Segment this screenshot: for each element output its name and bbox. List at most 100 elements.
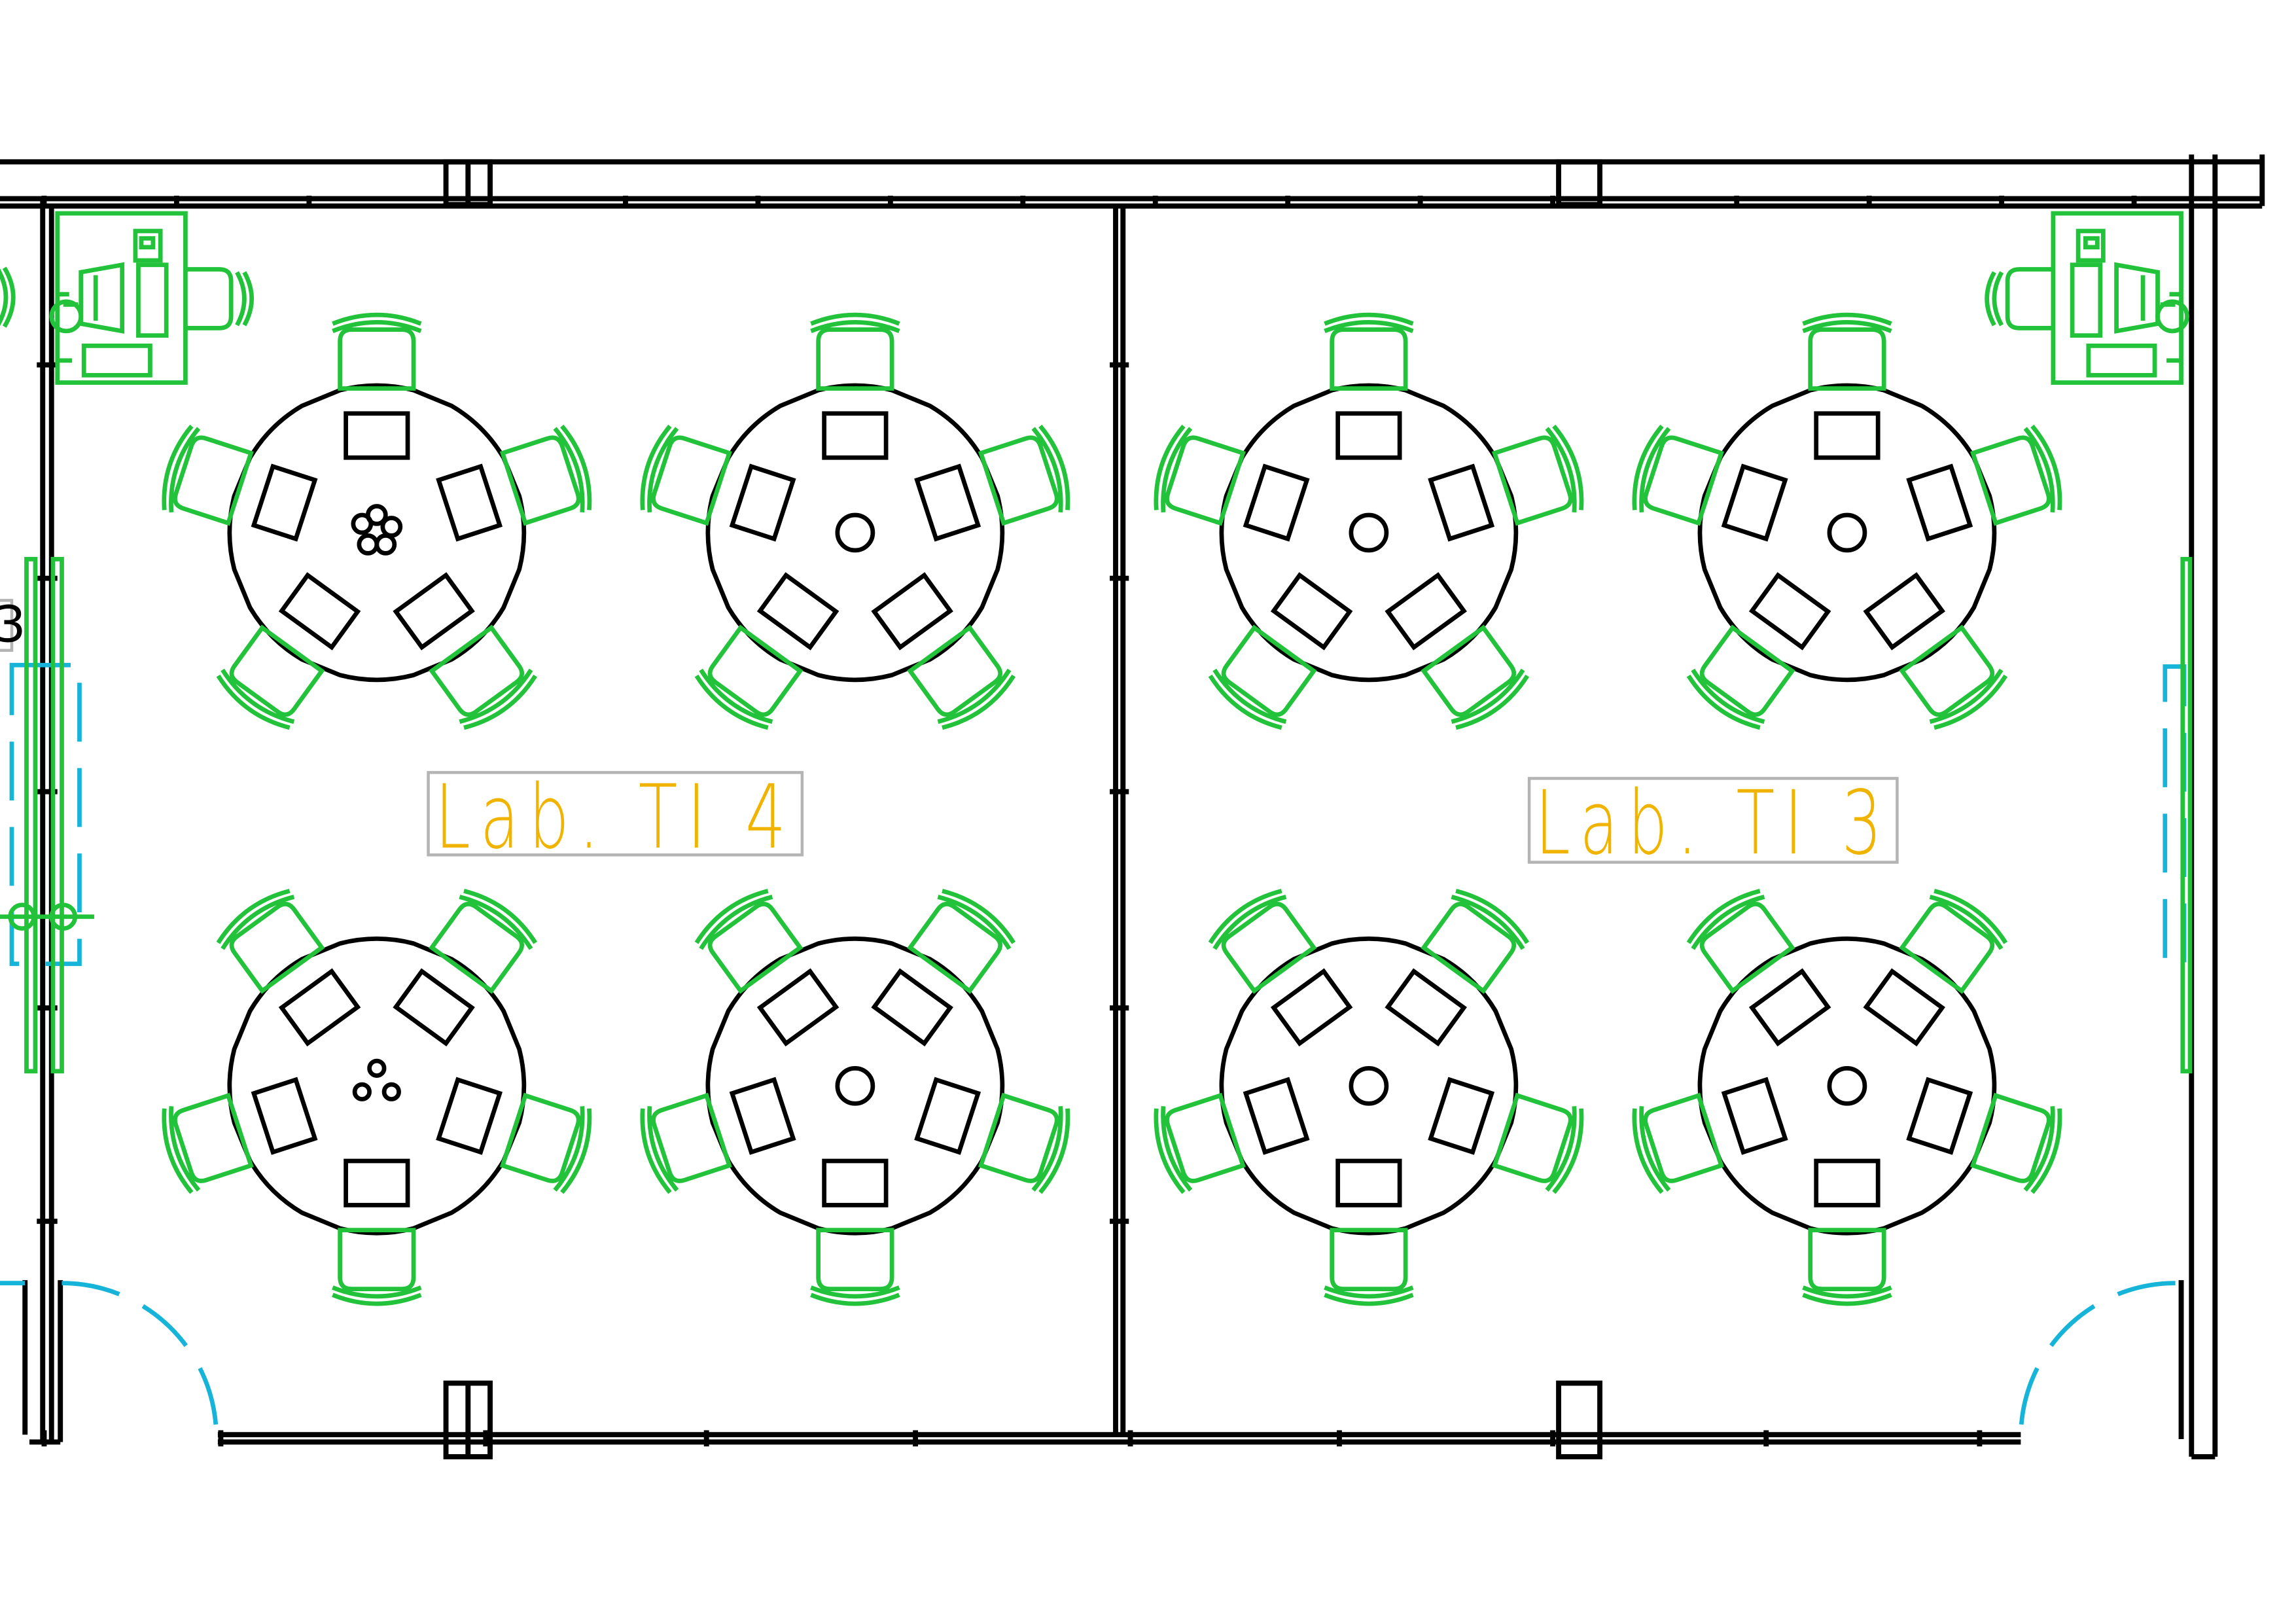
chair (978, 1092, 1070, 1194)
outlet (835, 1065, 875, 1106)
table-cluster (1154, 312, 1584, 730)
chair (1686, 889, 1795, 994)
monitor (393, 572, 475, 651)
edge-label: 3 (0, 596, 26, 654)
monitor (1428, 463, 1495, 542)
round-table (705, 936, 1005, 1236)
monitor (756, 968, 839, 1047)
chair (1491, 424, 1584, 526)
chair (1899, 889, 2008, 994)
chair (499, 1092, 592, 1194)
round-table (1697, 936, 1997, 1236)
chair (810, 1228, 900, 1306)
left-window (9, 662, 82, 967)
chair (1208, 889, 1317, 994)
chair (216, 889, 325, 994)
monitor (344, 1158, 410, 1207)
outlet (352, 1082, 372, 1101)
monitor (1721, 1077, 1788, 1155)
monitor (1721, 463, 1788, 542)
furniture (0, 211, 2189, 1306)
monitor (1270, 572, 1353, 651)
chair (1802, 1228, 1892, 1306)
monitor (822, 411, 889, 460)
monitor (278, 968, 361, 1047)
doors-and-windows (0, 557, 2193, 1438)
chair (1899, 624, 2008, 730)
monitor (729, 1077, 796, 1155)
monitor (729, 463, 796, 542)
labels: Lab. TI 4 Lab. TI 3 3 (0, 596, 1899, 874)
table-cluster (1632, 312, 2062, 730)
monitor (1863, 572, 1945, 651)
monitor (436, 463, 503, 542)
chair (2005, 267, 2053, 330)
chair (810, 312, 900, 391)
chair (1154, 424, 1246, 526)
monitor (1385, 572, 1467, 651)
chair (694, 624, 804, 730)
printer-icon (2075, 228, 2106, 263)
outlet (374, 533, 397, 556)
monitor (344, 411, 410, 460)
chair (332, 1228, 422, 1306)
monitor (756, 572, 839, 651)
right-window (2163, 664, 2187, 967)
monitor (1814, 411, 1881, 460)
chair (216, 624, 325, 730)
outlet (835, 512, 875, 553)
chair (1802, 312, 1892, 391)
chair (1491, 1092, 1584, 1194)
outlet (1349, 512, 1389, 553)
chair (1421, 889, 1530, 994)
table-cluster (640, 889, 1070, 1306)
round-table (227, 936, 527, 1236)
chair (640, 1092, 732, 1194)
chair (1632, 1092, 1724, 1194)
keyboard (2086, 344, 2157, 378)
chair (1208, 624, 1317, 730)
table-cluster (162, 312, 592, 730)
monitor (871, 968, 953, 1047)
monitor (393, 968, 475, 1047)
monitor (1335, 1158, 1402, 1207)
monitor (914, 1077, 981, 1155)
chair (1632, 424, 1724, 526)
chair (1154, 1092, 1246, 1194)
round-table (1219, 936, 1519, 1236)
chair (640, 424, 732, 526)
outlet (381, 1082, 401, 1101)
chair (185, 267, 234, 330)
outlet (1827, 512, 1867, 553)
table-cluster (1154, 889, 1584, 1306)
monitor (79, 262, 125, 334)
monitor (1748, 968, 1831, 1047)
monitor (251, 463, 318, 542)
monitor (1906, 1077, 1973, 1155)
monitor (251, 1077, 318, 1155)
monitor (1385, 968, 1467, 1047)
chair (907, 624, 1016, 730)
monitor (1906, 463, 1973, 542)
chair (1421, 624, 1530, 730)
chair (332, 312, 422, 391)
monitor (1243, 1077, 1310, 1155)
printer-icon (133, 228, 163, 263)
chair (499, 424, 592, 526)
table-cluster (640, 312, 1070, 730)
monitor (1863, 968, 1945, 1047)
monitor (914, 463, 981, 542)
chair-fragment (0, 266, 16, 328)
outlet (367, 1058, 387, 1078)
chair (1324, 312, 1414, 391)
monitor (1428, 1077, 1495, 1155)
right-door-swing (2018, 1281, 2176, 1438)
monitor (871, 572, 953, 651)
monitor (1814, 1158, 1881, 1207)
monitor (1335, 411, 1402, 460)
outlet (380, 516, 403, 538)
monitor (2114, 262, 2160, 334)
monitor (1748, 572, 1831, 651)
chair (162, 424, 254, 526)
